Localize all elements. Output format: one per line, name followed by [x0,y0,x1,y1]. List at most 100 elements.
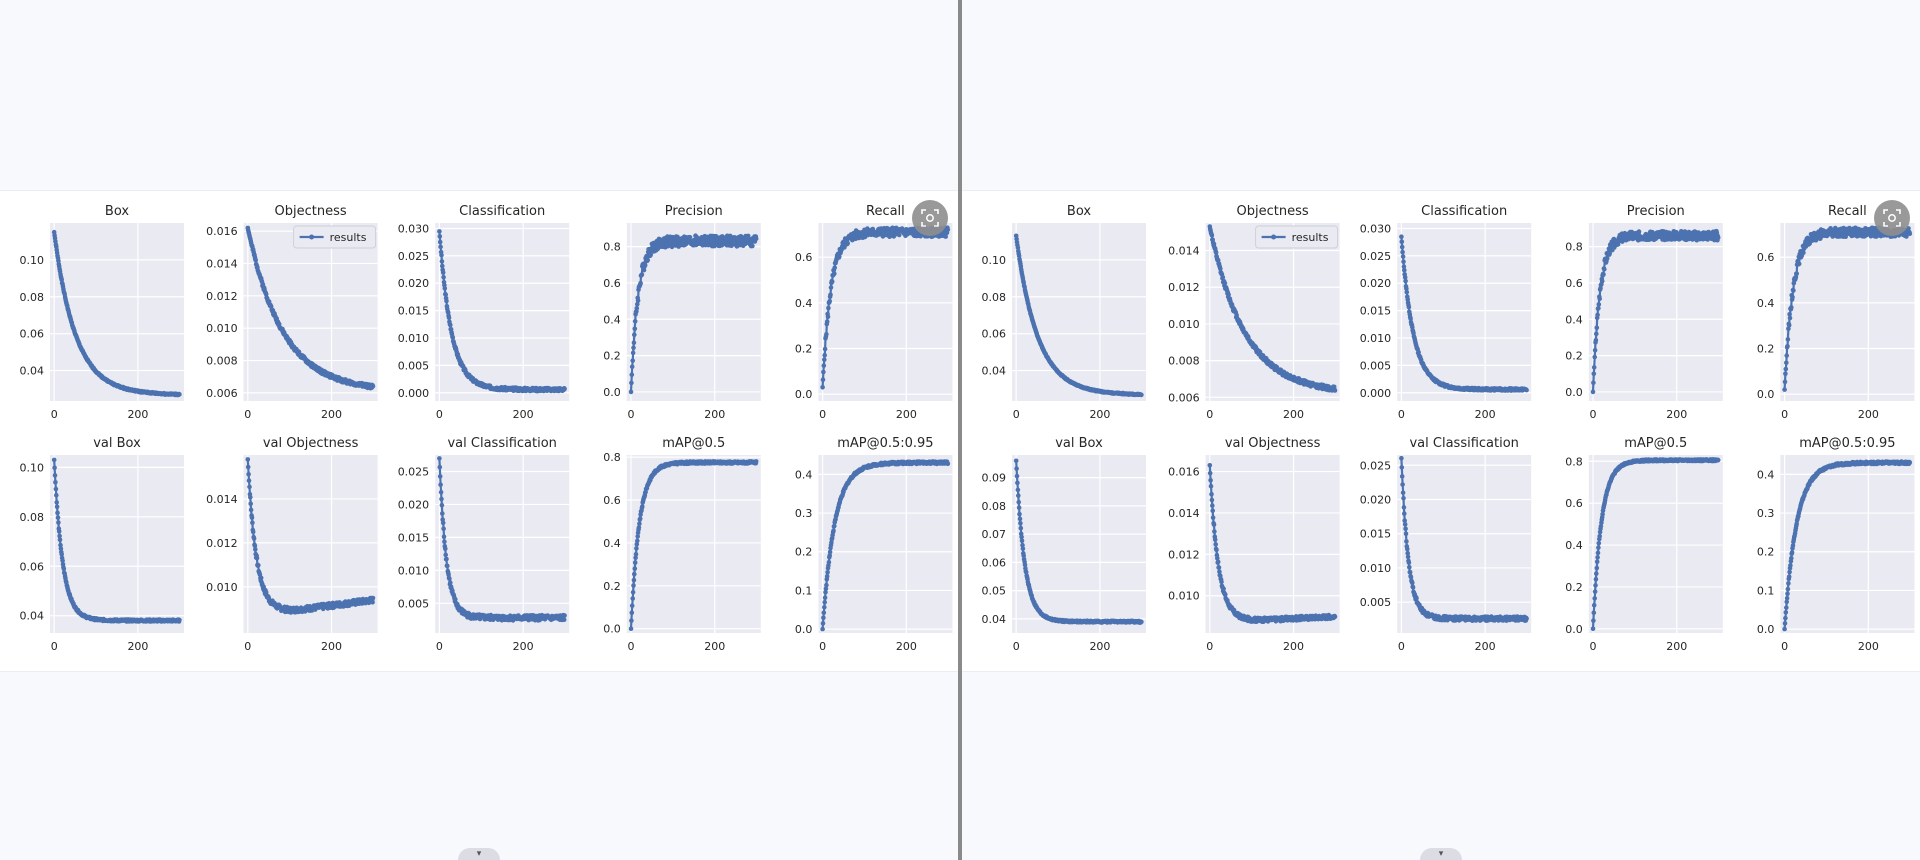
image-scan-icon [921,209,939,227]
data-point [444,298,449,304]
y-tick-label: 0.000 [1360,387,1392,400]
data-point [55,515,61,520]
axes-background [1012,223,1146,401]
data-point [1907,231,1913,236]
data-point [439,502,445,508]
data-point [1592,347,1598,353]
data-point [1591,365,1597,370]
x-tick-label: 200 [127,408,148,421]
split-divider[interactable] [958,0,962,860]
data-point [252,543,258,549]
x-tick-label: 0 [51,408,58,421]
data-point [1595,312,1600,318]
y-tick-label: 0.4 [795,468,813,481]
data-point [1715,235,1721,241]
data-point [443,546,448,551]
data-point [370,595,376,601]
data-point [1399,234,1404,239]
data-point [438,489,444,495]
results-series [245,457,376,615]
data-point [1222,280,1228,286]
y-tick-label: 0.0 [603,623,621,636]
data-point [1401,264,1407,269]
y-tick-label: 0.000 [398,387,430,400]
y-tick-label: 0.04 [982,613,1007,626]
data-point [1789,305,1794,310]
y-tick-label: 0.10 [20,254,45,267]
data-point [821,610,827,615]
results-series [437,456,567,623]
subplot-title: Classification [459,204,545,219]
x-tick-label: 0 [1013,408,1020,421]
data-point [248,507,254,513]
data-point [633,555,638,560]
data-point [1591,371,1597,377]
data-point [438,244,443,250]
y-tick-label: 0.06 [982,328,1007,341]
data-point [441,274,446,280]
data-point [1636,229,1642,234]
y-tick-label: 0.6 [1565,277,1583,290]
data-point [642,262,648,268]
data-point [1226,292,1231,298]
x-tick-label: 200 [1858,408,1879,421]
data-point [253,547,258,552]
data-point [824,319,830,324]
y-tick-label: 0.6 [1757,251,1775,264]
data-point [820,626,825,632]
data-point [1597,296,1602,301]
data-point [632,566,638,571]
data-point [60,558,65,563]
subplot-title: Classification [1421,204,1507,219]
x-tick-label: 200 [1475,408,1496,421]
data-point [629,603,635,608]
data-point [635,538,640,544]
data-point [631,340,637,345]
data-point [1590,389,1596,395]
x-tick-label: 0 [244,408,251,421]
data-point [440,263,445,269]
data-point [248,494,253,500]
data-point [1785,337,1791,342]
y-tick-label: 0.4 [795,297,813,310]
data-point [896,232,902,238]
results-series [1399,234,1529,393]
y-tick-label: 0.025 [398,465,430,478]
data-point [1782,387,1787,392]
data-point [453,596,458,602]
data-point [831,528,836,534]
results-series [437,229,567,394]
y-tick-label: 0.015 [398,531,430,544]
legend-label: results [330,231,367,244]
y-tick-label: 0.030 [1360,222,1392,235]
y-tick-label: 0.005 [1360,359,1392,372]
data-point [945,227,951,232]
data-point [629,364,635,369]
data-point [822,604,827,610]
data-point [632,326,638,331]
data-point [640,504,645,509]
data-point [437,234,443,239]
results-figure: 0 200 0.04 0.06 0.08 0.10 Box 0 200 0.006 0.008 0.0… [962,190,1920,672]
results-series [820,225,951,390]
data-point [1016,505,1022,510]
data-point [822,595,828,600]
data-point [250,520,255,525]
scroll-down-tab[interactable]: ▾ [458,848,500,860]
data-point [439,259,445,264]
subplot-title: Objectness [1237,204,1309,219]
data-point [634,305,640,311]
x-tick-label: 200 [896,640,917,653]
data-point [54,500,59,505]
y-tick-label: 0.2 [603,350,621,363]
image-scan-button[interactable] [912,200,948,236]
data-point [629,618,634,623]
y-tick-label: 0.025 [1360,250,1392,263]
y-tick-label: 0.015 [1360,305,1392,318]
y-tick-label: 0.06 [982,556,1007,569]
data-point [1406,304,1412,310]
y-tick-label: 0.06 [20,560,45,573]
legend: results [293,225,377,249]
